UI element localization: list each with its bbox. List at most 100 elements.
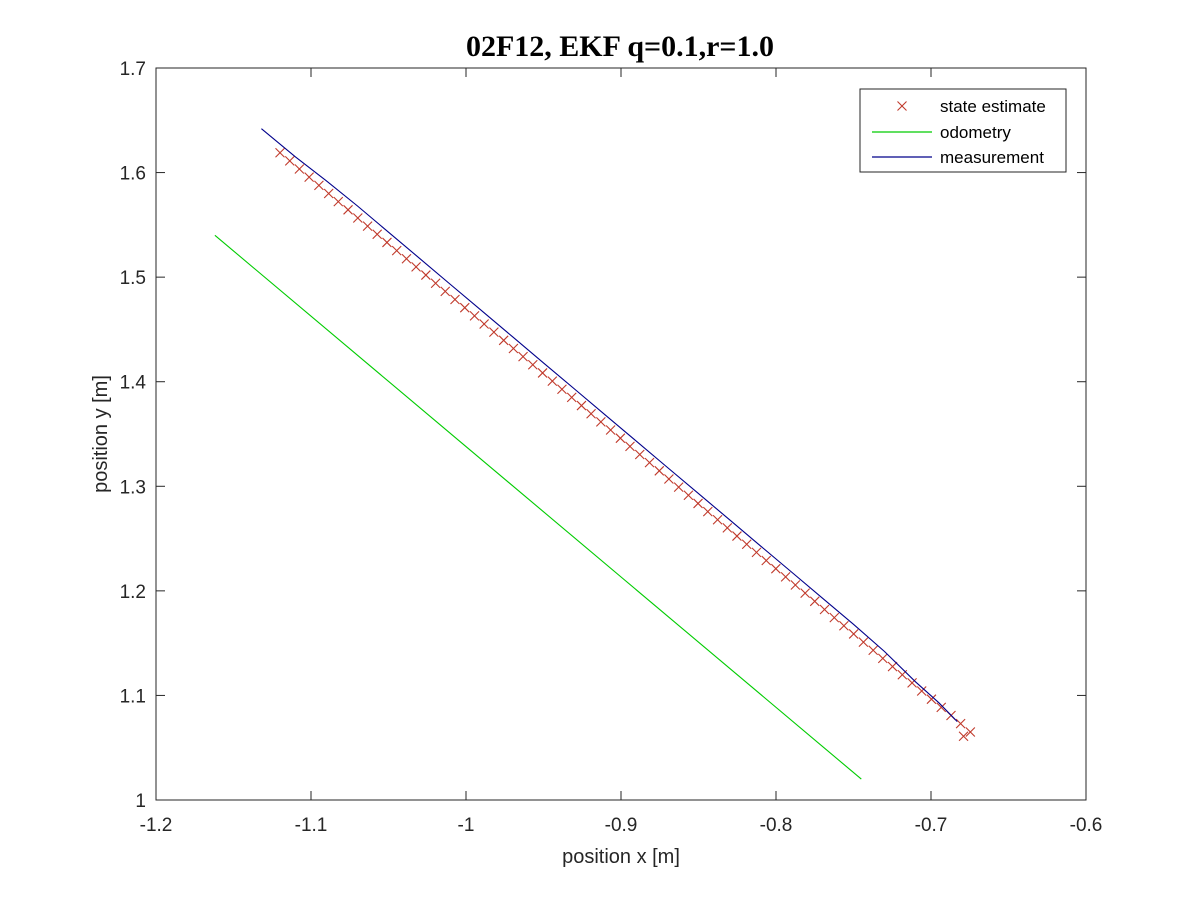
data-point-state-estimate (664, 474, 674, 484)
data-point-state-estimate (955, 718, 966, 729)
data-point-state-estimate (732, 531, 742, 541)
legend-entry-measurement: measurement (872, 148, 1044, 167)
data-point-state-estimate (537, 368, 548, 378)
data-point-state-estimate (858, 637, 869, 647)
y-tick-label: 1.5 (120, 268, 146, 289)
data-point-state-estimate (780, 571, 791, 582)
legend-entry-odometry: odometry (872, 123, 1011, 142)
y-tick-label: 1.4 (120, 373, 147, 394)
x-tick-label: -1.2 (140, 815, 173, 836)
data-point-state-estimate (459, 302, 470, 313)
data-point-state-estimate (323, 188, 334, 199)
data-point-state-estimate (693, 498, 703, 509)
data-point-state-estimate (839, 620, 849, 631)
data-point-state-estimate (634, 449, 645, 460)
data-point-state-estimate (469, 310, 480, 321)
data-point-state-estimate (314, 180, 324, 191)
data-point-state-estimate (877, 653, 888, 664)
data-point-state-estimate (547, 376, 558, 386)
data-point-state-estimate (673, 482, 684, 493)
data-point-state-estimate (566, 392, 577, 403)
legend-label-measurement: measurement (940, 148, 1044, 167)
x-tick-label: -0.7 (915, 815, 948, 836)
data-point-state-estimate (440, 286, 451, 297)
legend-entry-state-estimate: state estimate (897, 97, 1046, 116)
data-point-state-estimate (401, 253, 412, 264)
data-point-state-estimate (907, 677, 917, 688)
data-point-state-estimate (284, 155, 295, 166)
data-point-state-estimate (887, 661, 898, 672)
data-point-state-estimate (916, 686, 927, 696)
data-point-state-estimate (848, 629, 859, 639)
data-point-state-estimate (333, 196, 344, 207)
data-point-state-estimate (294, 164, 305, 174)
data-point-state-estimate (518, 351, 528, 362)
data-point-state-estimate (712, 514, 723, 525)
data-point-state-estimate (508, 343, 519, 354)
legend-label-odometry: odometry (940, 123, 1011, 142)
data-point-state-estimate (683, 490, 694, 501)
series-line-measurement (261, 128, 958, 722)
data-point-state-estimate (343, 204, 353, 215)
series-layer (214, 128, 976, 780)
data-point-state-estimate (936, 702, 947, 713)
data-point-state-estimate (819, 604, 830, 615)
y-tick-label: 1.3 (120, 477, 146, 498)
x-tick-label: -1 (458, 815, 475, 836)
data-point-state-estimate (304, 172, 315, 183)
data-point-state-estimate (809, 596, 820, 607)
data-point-state-estimate (391, 245, 402, 256)
data-point-state-estimate (362, 221, 373, 232)
data-point-state-estimate (479, 319, 490, 329)
data-point-state-estimate (790, 580, 801, 590)
data-point-state-estimate (654, 465, 665, 476)
data-point-state-estimate (800, 588, 811, 599)
data-point-state-estimate (722, 523, 733, 533)
axes-box (155, 67, 1087, 801)
data-point-state-estimate (615, 433, 626, 444)
y-tick-label: 1.2 (120, 582, 146, 603)
y-axis-ticks: 1 1.1 1.2 1.3 1.4 1.5 1.6 1.7 (120, 59, 1086, 812)
legend-box (859, 88, 1067, 173)
legend-label-state-estimate: state estimate (940, 97, 1046, 116)
data-point-state-estimate (644, 457, 655, 468)
data-point-state-estimate (586, 408, 596, 419)
y-tick-label: 1.6 (120, 164, 146, 185)
data-point-state-estimate (965, 727, 976, 737)
data-point-state-estimate (595, 416, 606, 427)
data-point-state-estimate (450, 294, 460, 305)
data-point-state-estimate (557, 384, 567, 395)
data-point-state-estimate (702, 506, 713, 517)
series-markers-state-estimate (275, 147, 976, 742)
y-axis-label: position y [m] (90, 375, 112, 493)
data-point-state-estimate (489, 327, 499, 338)
data-point-state-estimate (761, 555, 772, 566)
data-point-state-estimate (751, 547, 762, 558)
data-point-state-estimate (527, 359, 538, 370)
x-tick-label: -0.8 (760, 815, 793, 836)
data-point-state-estimate (605, 425, 616, 435)
x-axis-label: position x [m] (562, 846, 680, 868)
data-point-state-estimate (926, 694, 937, 705)
y-tick-label: 1.1 (120, 686, 146, 707)
data-point-state-estimate (275, 147, 285, 158)
legend-x-mark (897, 101, 907, 111)
data-point-state-estimate (498, 335, 509, 346)
data-point-state-estimate (420, 270, 431, 280)
data-point-state-estimate (829, 612, 840, 623)
x-tick-label: -1.1 (295, 815, 328, 836)
data-point-state-estimate (576, 400, 587, 411)
data-point-state-estimate (958, 731, 969, 742)
legend-marker-x-icon (897, 101, 907, 111)
y-tick-label: 1.7 (120, 59, 146, 80)
x-axis-ticks: -1.2 -1.1 -1 -0.9 -0.8 -0.7 -0.6 (140, 68, 1102, 836)
data-point-state-estimate (741, 539, 752, 550)
x-tick-label: -0.9 (605, 815, 638, 836)
data-point-state-estimate (625, 441, 635, 452)
data-point-state-estimate (770, 563, 781, 574)
plot-area: -1.2 -1.1 -1 -0.9 -0.8 -0.7 -0.6 1 1.1 1.2 1.3 1.4… (120, 59, 1103, 836)
data-point-state-estimate (372, 229, 383, 240)
legend: state estimate odometry measurement (859, 88, 1067, 173)
